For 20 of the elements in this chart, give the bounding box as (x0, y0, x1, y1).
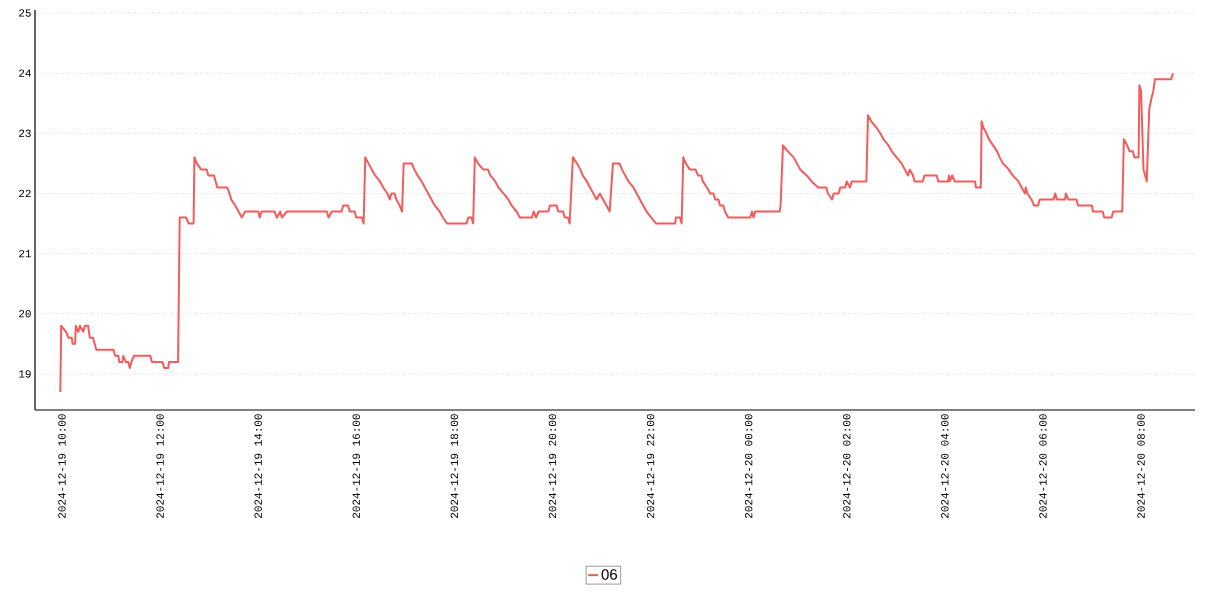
x-tick-label: 2024-12-20 02:00 (843, 414, 851, 518)
legend-label: 06 (601, 569, 618, 580)
y-tick-label: 19 (19, 370, 31, 378)
x-tick-label: 2024-12-19 14:00 (254, 414, 262, 518)
y-tick-label: 25 (19, 9, 31, 17)
x-tick-label: 2024-12-19 22:00 (646, 414, 655, 518)
x-tick-label: 2024-12-19 16:00 (352, 414, 360, 518)
x-tick-label: 2024-12-20 00:00 (744, 414, 753, 518)
y-tick-label: 22 (19, 189, 31, 198)
y-tick-label: 20 (19, 310, 31, 318)
x-tick-label: 2024-12-20 06:00 (1039, 414, 1047, 518)
x-tick-label: 2024-12-20 04:00 (941, 414, 949, 518)
y-tick-label: 21 (19, 249, 31, 258)
x-tick-label: 2024-12-19 18:00 (450, 414, 459, 518)
y-tick-label: 23 (19, 129, 31, 138)
x-tick-label: 2024-12-19 20:00 (548, 414, 557, 518)
x-tick-label: 2024-12-20 08:00 (1137, 414, 1145, 518)
y-tick-label: 24 (19, 69, 31, 77)
x-tick-label: 2024-12-19 12:00 (156, 414, 164, 518)
x-tick-label: 2024-12-19 10:00 (58, 414, 66, 518)
